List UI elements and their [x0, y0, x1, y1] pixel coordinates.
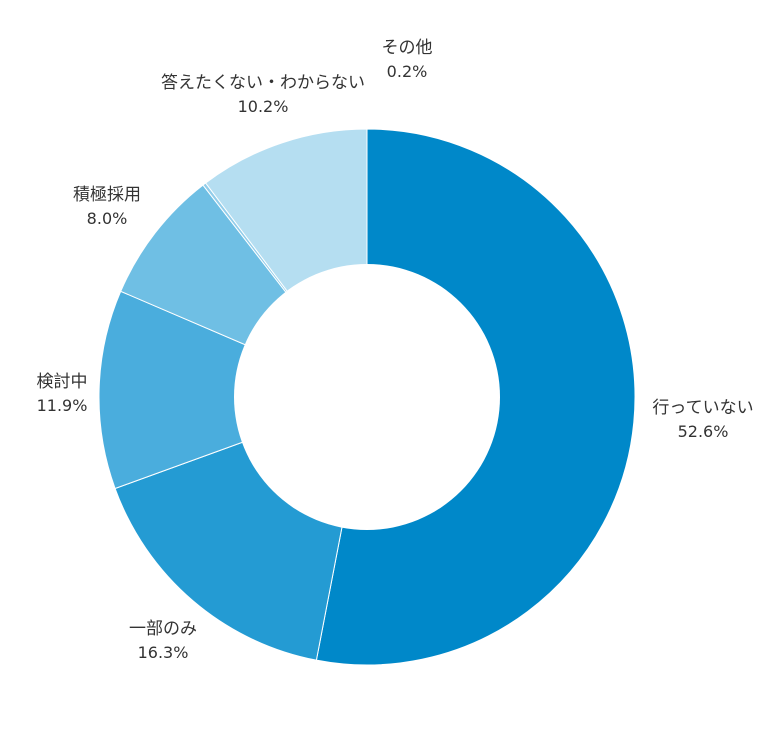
slice-label-0: 行っていない [652, 398, 753, 418]
donut-hole [234, 264, 500, 530]
slice-value-2: 11.9% [37, 396, 88, 415]
label-group: 行っていない 52.6% 一部のみ 16.3% 検討中 11.9% 積極採用 8.0% その他 0… [37, 38, 754, 662]
slice-label-2: 検討中 [37, 372, 88, 392]
slice-value-5: 10.2% [238, 97, 289, 116]
slice-2 [98, 290, 369, 490]
slice-value-3: 8.0% [87, 209, 128, 228]
slice-value-1: 16.3% [138, 643, 189, 662]
slice-label-1: 一部のみ [129, 619, 197, 639]
slice-value-4: 0.2% [387, 62, 428, 81]
slice-label-5: 答えたくない・わからない [161, 73, 365, 93]
slice-label-4: その他 [382, 38, 433, 58]
slice-value-0: 52.6% [678, 422, 729, 441]
slice-label-3: 積極採用 [73, 185, 141, 205]
